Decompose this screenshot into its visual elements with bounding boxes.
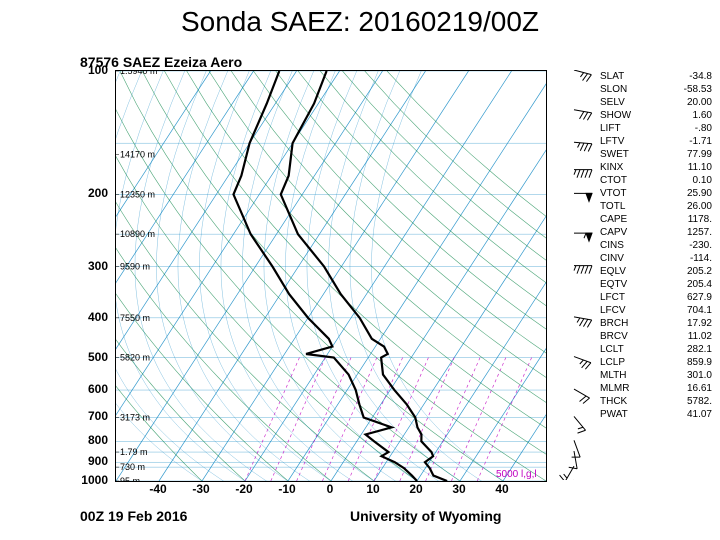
index-row: CTOT0.10 [600,174,712,187]
pressure-axis: 1000900800700600500400300200100 [78,70,112,480]
svg-text:3173 m: 3173 m [120,412,150,422]
index-row: PWAT41.07 [600,408,712,421]
temp-tick: 30 [452,482,465,496]
temp-tick: 40 [495,482,508,496]
index-row: KINX11.10 [600,161,712,174]
temp-tick: 20 [409,482,422,496]
pressure-tick: 1000 [81,473,108,487]
temp-tick: 0 [327,482,334,496]
temp-tick: -10 [278,482,295,496]
pressure-tick: 200 [88,186,108,200]
index-row: EQLV205.2 [600,265,712,278]
index-row: CINS-230. [600,239,712,252]
index-row: LCLP859.9 [600,356,712,369]
wind-barb-column [552,70,596,480]
pressure-tick: 300 [88,259,108,273]
index-row: LFTV-1.71 [600,135,712,148]
index-row: MLTH301.0 [600,369,712,382]
temp-tick: 10 [366,482,379,496]
index-row: SWET77.99 [600,148,712,161]
skewt-chart: 5000 l,g,l 1.5940 m 14170 m 12350 m 10890 m 9… [115,70,547,482]
temp-tick: -20 [235,482,252,496]
svg-text:1.79 m: 1.79 m [120,447,148,457]
index-row: CAPV1257. [600,226,712,239]
pressure-tick: 600 [88,382,108,396]
index-row: VTOT25.90 [600,187,712,200]
index-row: TOTL26.00 [600,200,712,213]
index-row: CINV-114. [600,252,712,265]
pressure-tick: 500 [88,350,108,364]
index-row: EQTV205.4 [600,278,712,291]
svg-text:1.5940 m: 1.5940 m [120,71,158,76]
temperature-axis: -40 -30 -20 -10 0 10 20 30 40 [115,482,545,500]
index-row: BRCH17.92 [600,317,712,330]
index-row: LIFT-.80 [600,122,712,135]
svg-text:7550 m: 7550 m [120,313,150,323]
index-row: THCK5782. [600,395,712,408]
svg-text:9590 m: 9590 m [120,262,150,272]
indices-panel: SLAT-34.8SLON-58.53SELV20.00SHOW1.60LIFT… [600,70,712,421]
pressure-tick: 400 [88,310,108,324]
index-row: BRCV11.02 [600,330,712,343]
index-row: SELV20.00 [600,96,712,109]
index-row: LFCT627.9 [600,291,712,304]
svg-text:95 m: 95 m [120,476,140,481]
temp-tick: -40 [149,482,166,496]
datetime-label: 00Z 19 Feb 2016 [80,508,187,524]
index-row: LCLT282.1 [600,343,712,356]
pressure-tick: 700 [88,409,108,423]
index-row: SLON-58.53 [600,83,712,96]
index-row: LFCV704.1 [600,304,712,317]
pressure-tick: 800 [88,433,108,447]
source-label: University of Wyoming [350,508,501,524]
svg-text:10890 m: 10890 m [120,229,155,239]
slide-title: Sonda SAEZ: 20160219/00Z [0,6,720,38]
svg-text:12350 m: 12350 m [120,189,155,199]
svg-text:14170 m: 14170 m [120,150,155,160]
index-row: MLMR16.61 [600,382,712,395]
index-row: SHOW1.60 [600,109,712,122]
svg-text:5000 l,g,l: 5000 l,g,l [496,469,537,480]
index-row: SLAT-34.8 [600,70,712,83]
svg-text:5820 m: 5820 m [120,353,150,363]
pressure-tick: 100 [88,63,108,77]
svg-text:730 m: 730 m [120,462,145,472]
index-row: CAPE1178. [600,213,712,226]
pressure-tick: 900 [88,454,108,468]
temp-tick: -30 [192,482,209,496]
